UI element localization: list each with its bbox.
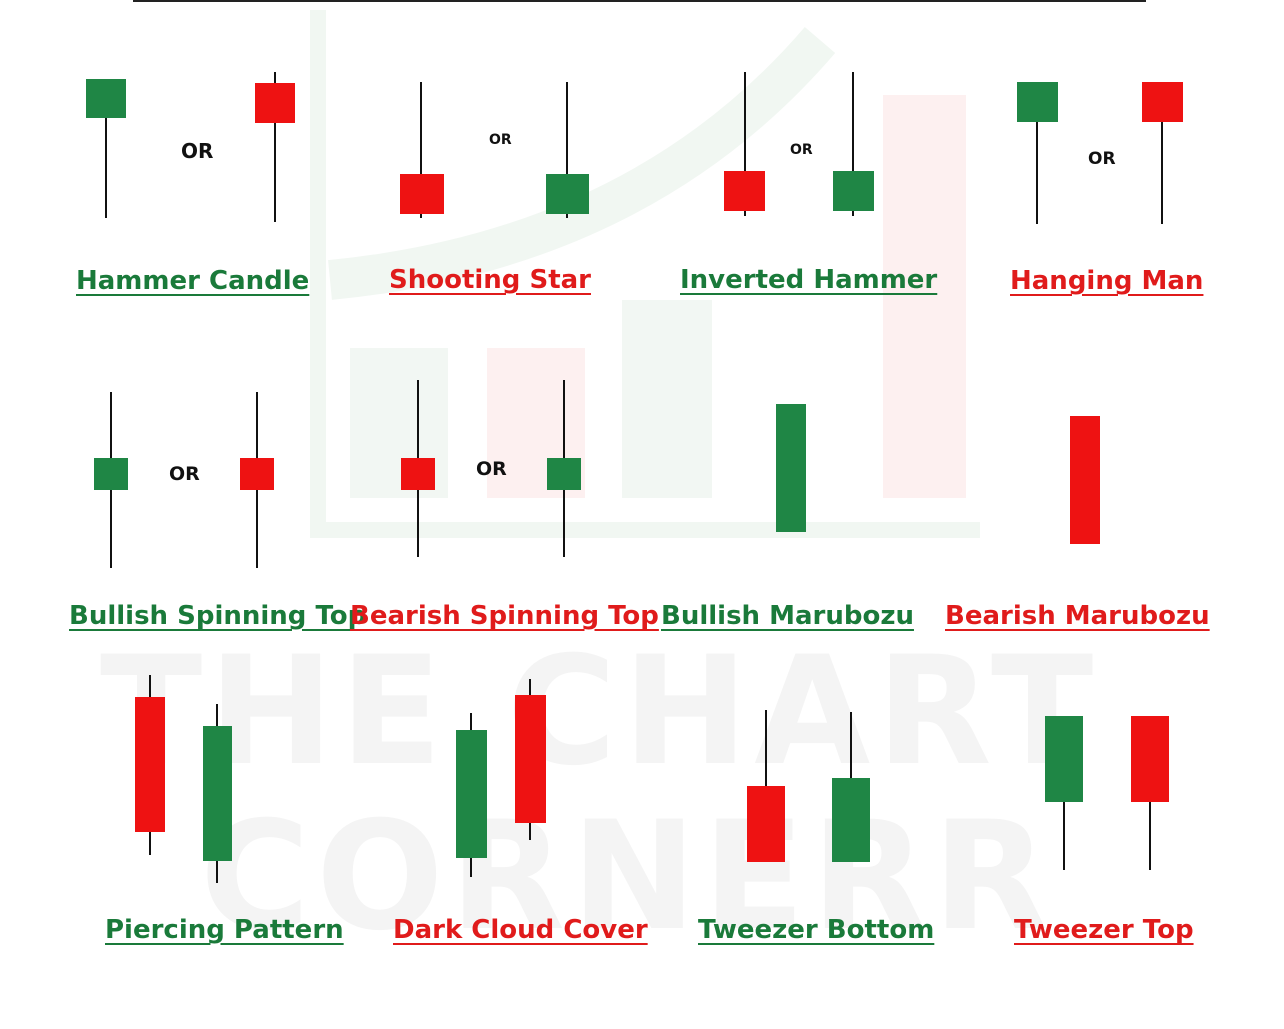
pattern-title-bearish-marubozu: Bearish Marubozu xyxy=(945,601,1210,631)
candle-body xyxy=(515,695,546,823)
bearish-candle xyxy=(400,82,444,218)
candle-body xyxy=(724,171,765,211)
candle-body xyxy=(240,458,274,490)
candle-body xyxy=(1070,416,1100,544)
candle-body xyxy=(401,458,435,490)
pattern-title-hammer-candle: Hammer Candle xyxy=(76,266,310,296)
candle-body xyxy=(832,778,870,862)
candle-body xyxy=(833,171,874,211)
bearish-candle xyxy=(255,72,295,222)
or-label: OR xyxy=(1088,149,1116,169)
bearish-candle xyxy=(747,710,785,862)
candle-body xyxy=(1131,716,1169,802)
pattern-title-inverted-hammer: Inverted Hammer xyxy=(680,265,938,295)
bullish-candle xyxy=(832,712,870,862)
bearish-candle xyxy=(135,675,165,855)
pattern-title-tweezer-top: Tweezer Top xyxy=(1014,915,1194,945)
pattern-title-bullish-marubozu: Bullish Marubozu xyxy=(661,601,914,631)
bearish-candle xyxy=(401,380,435,557)
candle-body xyxy=(135,697,165,832)
candle-body xyxy=(400,174,444,214)
pattern-title-bullish-spinning-top: Bullish Spinning Top xyxy=(69,601,367,631)
watermark-line-2: CORNERR xyxy=(200,790,1055,964)
or-label: OR xyxy=(790,142,813,158)
bearish-candle xyxy=(1070,416,1100,544)
pattern-title-hanging-man: Hanging Man xyxy=(1010,266,1204,296)
candle-body xyxy=(1045,716,1083,802)
watermark-bar xyxy=(883,95,966,498)
bullish-candle xyxy=(547,380,581,557)
or-label: OR xyxy=(181,139,214,163)
candle-body xyxy=(1142,82,1183,122)
bullish-candle xyxy=(833,72,874,216)
candle-body xyxy=(776,404,806,532)
pattern-title-piercing-pattern: Piercing Pattern xyxy=(105,915,344,945)
candle-body xyxy=(747,786,785,862)
candle-body xyxy=(94,458,128,490)
pattern-title-dark-cloud-cover: Dark Cloud Cover xyxy=(393,915,648,945)
bullish-candle xyxy=(203,704,232,883)
bullish-candle xyxy=(1045,716,1083,870)
candle-body xyxy=(546,174,589,214)
bearish-candle xyxy=(1142,82,1183,224)
pattern-title-tweezer-bottom: Tweezer Bottom xyxy=(698,915,935,945)
candle-body xyxy=(86,79,126,118)
bullish-candle xyxy=(1017,82,1058,224)
bullish-candle xyxy=(546,82,589,218)
bearish-candle xyxy=(724,72,765,216)
or-label: OR xyxy=(476,458,507,480)
bullish-candle xyxy=(86,79,126,218)
bullish-candle xyxy=(94,392,128,568)
candle-body xyxy=(547,458,581,490)
watermark-line-1: THE CHART xyxy=(100,625,1100,799)
watermark-frame xyxy=(310,10,980,538)
bearish-candle xyxy=(1131,716,1169,870)
bearish-candle xyxy=(515,679,546,840)
candle-body xyxy=(255,83,295,123)
top-divider xyxy=(133,0,1146,2)
watermark-bar xyxy=(622,300,712,498)
pattern-title-bearish-spinning-top: Bearish Spinning Top xyxy=(350,601,659,631)
watermark-arc xyxy=(328,26,836,300)
bullish-candle xyxy=(456,713,487,877)
candle-body xyxy=(1017,82,1058,122)
bearish-candle xyxy=(240,392,274,568)
or-label: OR xyxy=(489,132,512,148)
or-label: OR xyxy=(169,463,200,485)
candle-body xyxy=(456,730,487,858)
candle-body xyxy=(203,726,232,861)
bullish-candle xyxy=(776,404,806,532)
pattern-title-shooting-star: Shooting Star xyxy=(389,265,591,295)
